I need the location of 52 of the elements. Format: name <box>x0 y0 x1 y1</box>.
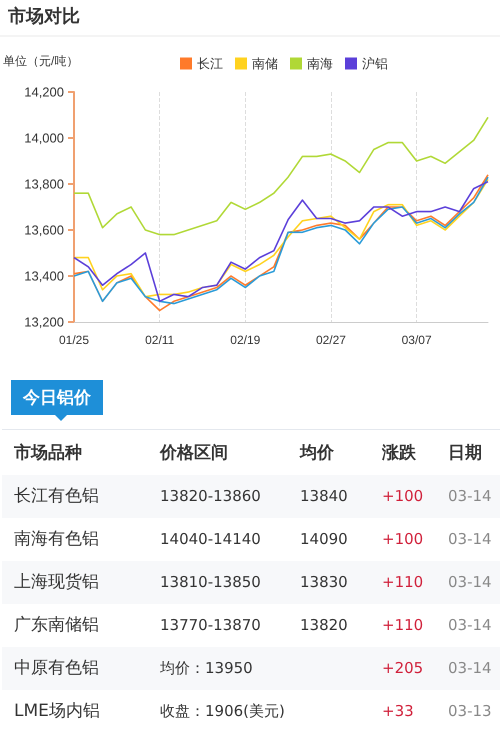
y-tick-label: 13,200 <box>24 314 64 330</box>
x-tick-label: 03/07 <box>402 333 432 347</box>
text: 长江有色铝 <box>14 485 99 508</box>
text: +110 <box>382 572 424 593</box>
text: 价格区间 <box>160 442 228 465</box>
y-tick-label: 13,400 <box>24 268 64 284</box>
legend-label: 南储 <box>252 56 278 71</box>
x-tick-label: 02/19 <box>230 333 261 347</box>
text: 均价 <box>300 442 334 465</box>
text: 03-14 <box>448 529 492 550</box>
text: 03-14 <box>448 658 492 679</box>
y-axis-title: 单位（元/吨） <box>3 54 78 68</box>
text: 13840 <box>300 486 348 507</box>
text: 13770-13870 <box>160 615 261 636</box>
text: 日期 <box>448 442 482 465</box>
y-tick-label: 14,200 <box>24 84 64 100</box>
text: 上海现货铝 <box>14 571 99 594</box>
x-tick-label: 02/11 <box>145 333 175 347</box>
legend-label: 长江 <box>197 56 223 71</box>
x-tick-label: 01/25 <box>58 333 90 347</box>
text: 03-14 <box>448 486 492 507</box>
text: 14090 <box>300 529 348 550</box>
text: 13820-13860 <box>160 486 261 507</box>
text: 市场品种 <box>14 442 82 465</box>
chart-title: 市场对比 <box>7 6 80 26</box>
text: 14040-14140 <box>160 529 261 550</box>
text: LME场内铝 <box>14 700 100 723</box>
text: 03-14 <box>448 615 492 636</box>
text: +100 <box>382 529 424 550</box>
text: 03-13 <box>448 701 492 722</box>
text: 中原有色铝 <box>14 657 99 680</box>
y-tick-label: 14,000 <box>24 130 64 146</box>
text: +33 <box>382 701 414 722</box>
y-tick-label: 13,600 <box>24 222 64 238</box>
text: 03-14 <box>448 572 492 593</box>
legend-label: 南海 <box>307 56 333 71</box>
legend-label: 沪铝 <box>362 56 388 71</box>
text: 13830 <box>300 572 348 593</box>
text: 涨跌 <box>382 442 416 465</box>
line-series <box>73 116 489 236</box>
text: 13820 <box>300 615 348 636</box>
text: 南海有色铝 <box>14 528 99 551</box>
text: +110 <box>382 615 424 636</box>
text: 收盘：1906(美元) <box>160 701 285 722</box>
x-tick-label: 02/27 <box>316 333 346 347</box>
text: +205 <box>382 658 424 679</box>
text: 今日铝价 <box>11 380 103 415</box>
text: 均价：13950 <box>160 658 253 679</box>
text: +100 <box>382 486 424 507</box>
text: 广东南储铝 <box>14 614 99 637</box>
text: 13810-13850 <box>160 572 261 593</box>
y-tick-label: 13,800 <box>24 176 64 192</box>
